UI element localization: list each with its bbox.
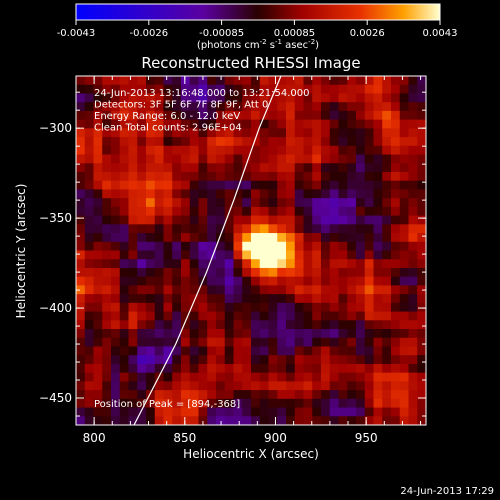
y-tick-label: −400: [39, 301, 72, 315]
heatmap-image: [76, 76, 426, 425]
y-tick-label: −350: [39, 211, 72, 225]
colorbar-ticks: -0.0043 -0.0026 -0.00085 0.00085 0.0026 0.004…: [57, 20, 458, 39]
colorbar-tick-label: -0.0026: [129, 28, 168, 39]
colorbar-tick-label: 0.00085: [274, 28, 315, 39]
colorbar-tick-label: -0.0043: [57, 28, 96, 39]
info-annotation: 24-Jun-2013 13:16:48.000 to 13:21:54.000…: [94, 88, 310, 134]
info-line: Clean Total counts: 2.96E+04: [94, 123, 242, 134]
colorbar-tick-label: 0.0043: [423, 28, 458, 39]
info-line: Detectors: 3F 5F 6F 7F 8F 9F, Att 0: [94, 100, 268, 111]
plot-frame: [75, 75, 427, 426]
info-line: Energy Range: 6.0 - 12.0 keV: [94, 111, 240, 122]
colorbar-tick-label: 0.0026: [350, 28, 385, 39]
x-tick-label: 850: [173, 431, 196, 445]
x-axis-label: Heliocentric X (arcsec): [183, 447, 319, 461]
x-tick-label: 800: [83, 431, 106, 445]
y-axis-label: Heliocentric Y (arcsec): [14, 184, 28, 319]
chart-title: Reconstructed RHESSI Image: [141, 54, 360, 72]
render-timestamp: 24-Jun-2013 17:29: [400, 486, 494, 497]
x-tick-label: 900: [264, 431, 287, 445]
x-tick-label: 950: [355, 431, 378, 445]
y-tick-label: −450: [39, 391, 72, 405]
y-axis: −300 −350 −400 −450: [39, 91, 426, 417]
colorbar: [75, 3, 441, 21]
y-tick-label: −300: [39, 121, 72, 135]
x-axis: 800 850 900 950: [75, 76, 422, 445]
peak-position-label: Position of Peak = [894,-368]: [94, 399, 240, 410]
solar-limb-curve: [133, 76, 282, 425]
info-line: 24-Jun-2013 13:16:48.000 to 13:21:54.000: [94, 88, 310, 99]
colorbar-tick-label: -0.00085: [199, 28, 244, 39]
colorbar-units: (photons cm-2 s-1 asec-2): [197, 38, 319, 51]
